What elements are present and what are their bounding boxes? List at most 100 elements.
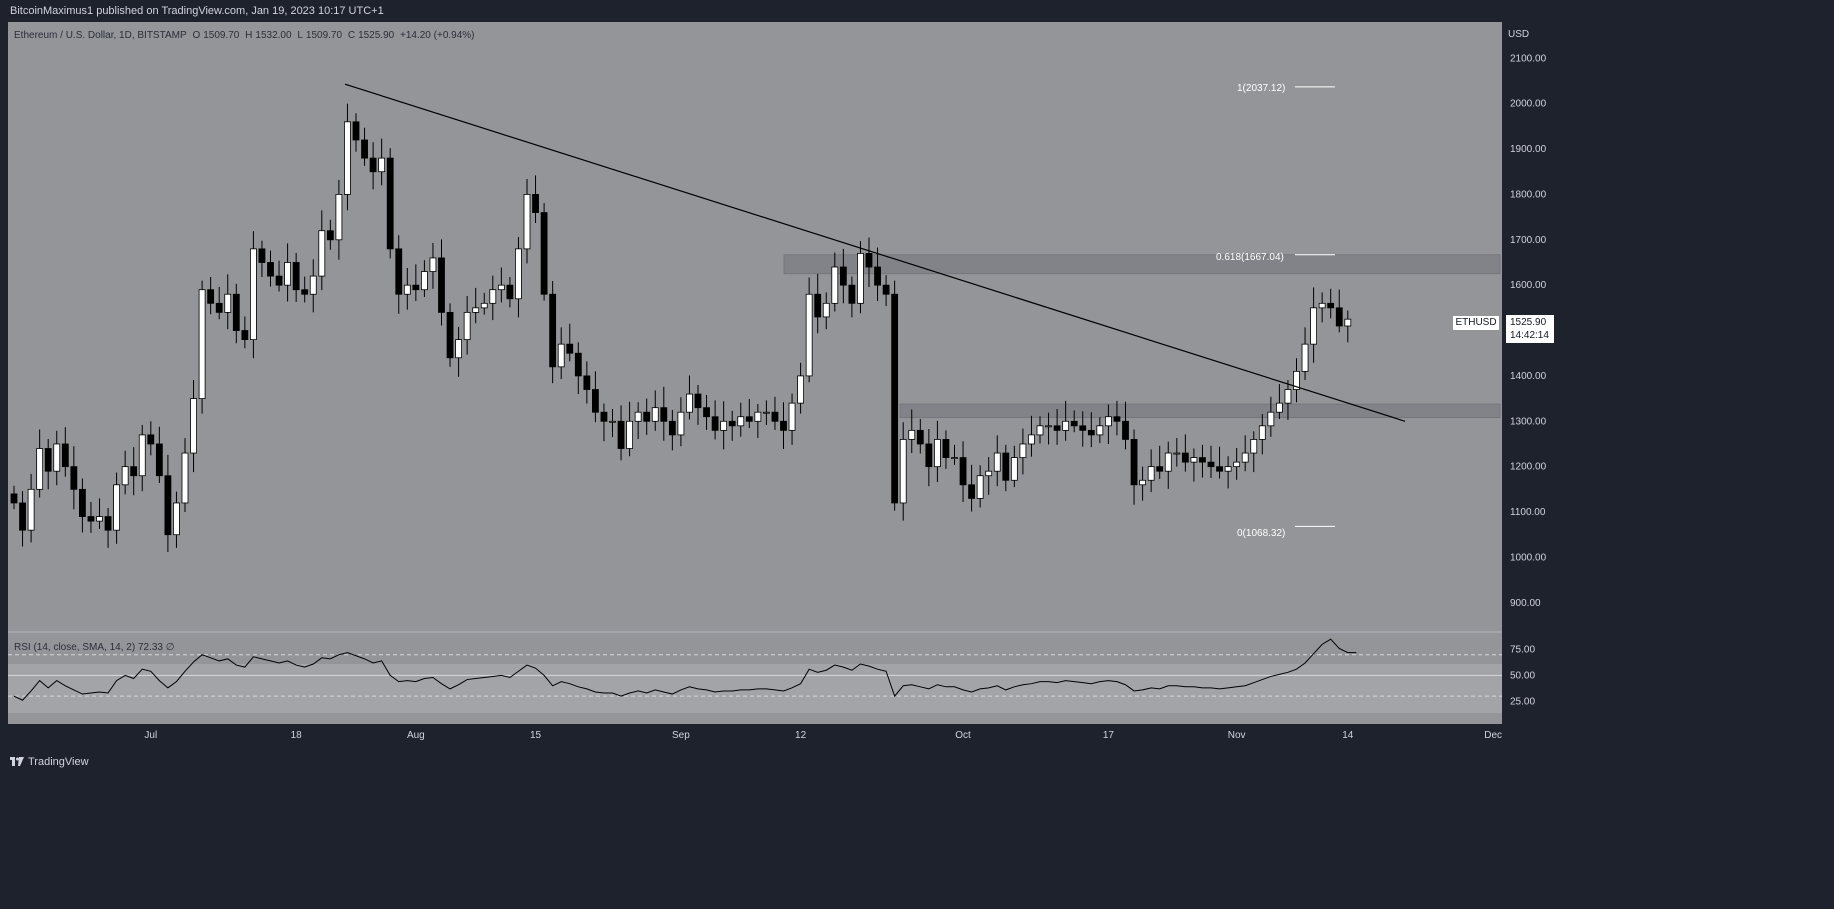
price-tick-label: 1200.00 bbox=[1510, 462, 1547, 473]
candle-down bbox=[395, 248, 403, 295]
tradingview-brand: TradingView bbox=[10, 756, 89, 768]
open-value: 1509.70 bbox=[203, 30, 240, 41]
candle-down bbox=[916, 429, 924, 445]
candle-down bbox=[660, 407, 668, 422]
candle-down bbox=[1130, 439, 1138, 486]
candle-down bbox=[703, 407, 710, 418]
price-tick-label: 1100.00 bbox=[1510, 507, 1546, 518]
time-tick-label: Jul bbox=[144, 730, 157, 741]
candle-down bbox=[1002, 452, 1010, 481]
price-tick-label: 1800.00 bbox=[1510, 189, 1547, 200]
candle-up bbox=[121, 466, 129, 486]
symbol-tag: ETHUSD bbox=[1453, 316, 1499, 330]
candle-up bbox=[763, 411, 770, 414]
candle-up bbox=[1164, 452, 1172, 472]
candle-down bbox=[968, 484, 975, 499]
candle-up bbox=[985, 470, 993, 477]
candle-up bbox=[472, 307, 480, 313]
high-label: H bbox=[245, 30, 253, 41]
open-label: O bbox=[192, 30, 201, 41]
rsi-tick-label: 50.00 bbox=[1510, 670, 1535, 681]
candle-down bbox=[301, 289, 309, 295]
candle-down bbox=[566, 343, 574, 354]
fib-label-0618: 0.618(1667.04) bbox=[1216, 252, 1284, 263]
candle-up bbox=[1301, 343, 1309, 372]
rsi-band bbox=[8, 664, 1502, 713]
rsi-value: 72.33 bbox=[137, 642, 163, 653]
rsi-label-text: RSI (14, close, SMA, 14, 2) bbox=[14, 642, 136, 653]
candle-up bbox=[429, 257, 437, 272]
price-tick-label: 2100.00 bbox=[1510, 53, 1547, 64]
candle-up bbox=[1019, 443, 1027, 458]
candle-up bbox=[951, 457, 958, 459]
close-value: 1525.90 bbox=[358, 30, 395, 41]
candle-up bbox=[626, 420, 633, 449]
price-tick-label: 1400.00 bbox=[1510, 371, 1547, 382]
candle-up bbox=[609, 420, 616, 423]
candle-down bbox=[232, 293, 240, 331]
candle-down bbox=[1327, 302, 1335, 309]
symbol-name: Ethereum / U.S. Dollar, 1D, BITSTAMP bbox=[14, 30, 187, 41]
candle-down bbox=[959, 457, 967, 486]
candle-down bbox=[848, 284, 856, 304]
time-axis-panel bbox=[0, 724, 1568, 747]
candle-up bbox=[651, 407, 659, 422]
candle-up bbox=[480, 302, 488, 309]
candle-down bbox=[412, 284, 420, 291]
candle-up bbox=[138, 434, 146, 477]
candle-down bbox=[215, 302, 223, 313]
candle-up bbox=[1344, 318, 1352, 327]
candle-down bbox=[207, 289, 215, 304]
fib-label-0: 0(1068.32) bbox=[1237, 528, 1286, 539]
candle-up bbox=[181, 452, 189, 504]
candle-up bbox=[857, 253, 864, 304]
candle-down bbox=[814, 293, 822, 318]
candle-up bbox=[1010, 457, 1018, 481]
candle-down bbox=[617, 420, 625, 449]
rsi-line bbox=[13, 638, 1357, 701]
candle-up bbox=[1224, 466, 1232, 472]
price-chart[interactable]: USD900.001000.001100.001200.001300.00140… bbox=[0, 22, 1568, 747]
candle-up bbox=[378, 157, 386, 173]
candle-up bbox=[634, 411, 642, 422]
candle-down bbox=[104, 516, 112, 531]
candle-down bbox=[1070, 420, 1078, 427]
candle-down bbox=[549, 293, 557, 368]
candle-down bbox=[10, 493, 18, 504]
candle-down bbox=[745, 416, 753, 422]
low-label: L bbox=[297, 30, 303, 41]
candle-down bbox=[711, 416, 719, 431]
resistance-zone bbox=[783, 254, 1501, 275]
candle-down bbox=[925, 443, 933, 468]
candle-down bbox=[865, 253, 873, 268]
candle-up bbox=[455, 339, 463, 359]
candle-up bbox=[1233, 461, 1241, 468]
candle-down bbox=[839, 266, 847, 286]
candle-up bbox=[908, 429, 916, 440]
tradingview-brand-text: TradingView bbox=[28, 756, 89, 768]
candle-up bbox=[27, 488, 35, 531]
candle-up bbox=[1105, 416, 1112, 427]
candle-down bbox=[874, 266, 881, 286]
candle-up bbox=[1028, 434, 1035, 445]
candle-up bbox=[1293, 370, 1300, 390]
candle-up bbox=[993, 452, 1001, 472]
candle-up bbox=[557, 343, 565, 368]
candle-up bbox=[515, 248, 522, 300]
candle-up bbox=[284, 262, 292, 286]
candle-down bbox=[361, 139, 368, 159]
price-tick-label: 1700.00 bbox=[1510, 235, 1547, 246]
fib-label-1: 1(2037.12) bbox=[1237, 83, 1286, 94]
candle-up bbox=[1036, 425, 1044, 436]
candle-down bbox=[540, 212, 548, 295]
candle-down bbox=[352, 121, 360, 141]
candle-up bbox=[1284, 389, 1292, 404]
candle-up bbox=[309, 275, 317, 295]
candle-up bbox=[1276, 402, 1283, 413]
candle-up bbox=[1318, 302, 1326, 309]
candle-down bbox=[780, 420, 787, 431]
rsi-extra: ∅ bbox=[165, 642, 175, 653]
bar-countdown: 14:42:14 bbox=[1510, 330, 1549, 341]
candle-up bbox=[1267, 411, 1275, 427]
candle-up bbox=[1241, 452, 1249, 463]
